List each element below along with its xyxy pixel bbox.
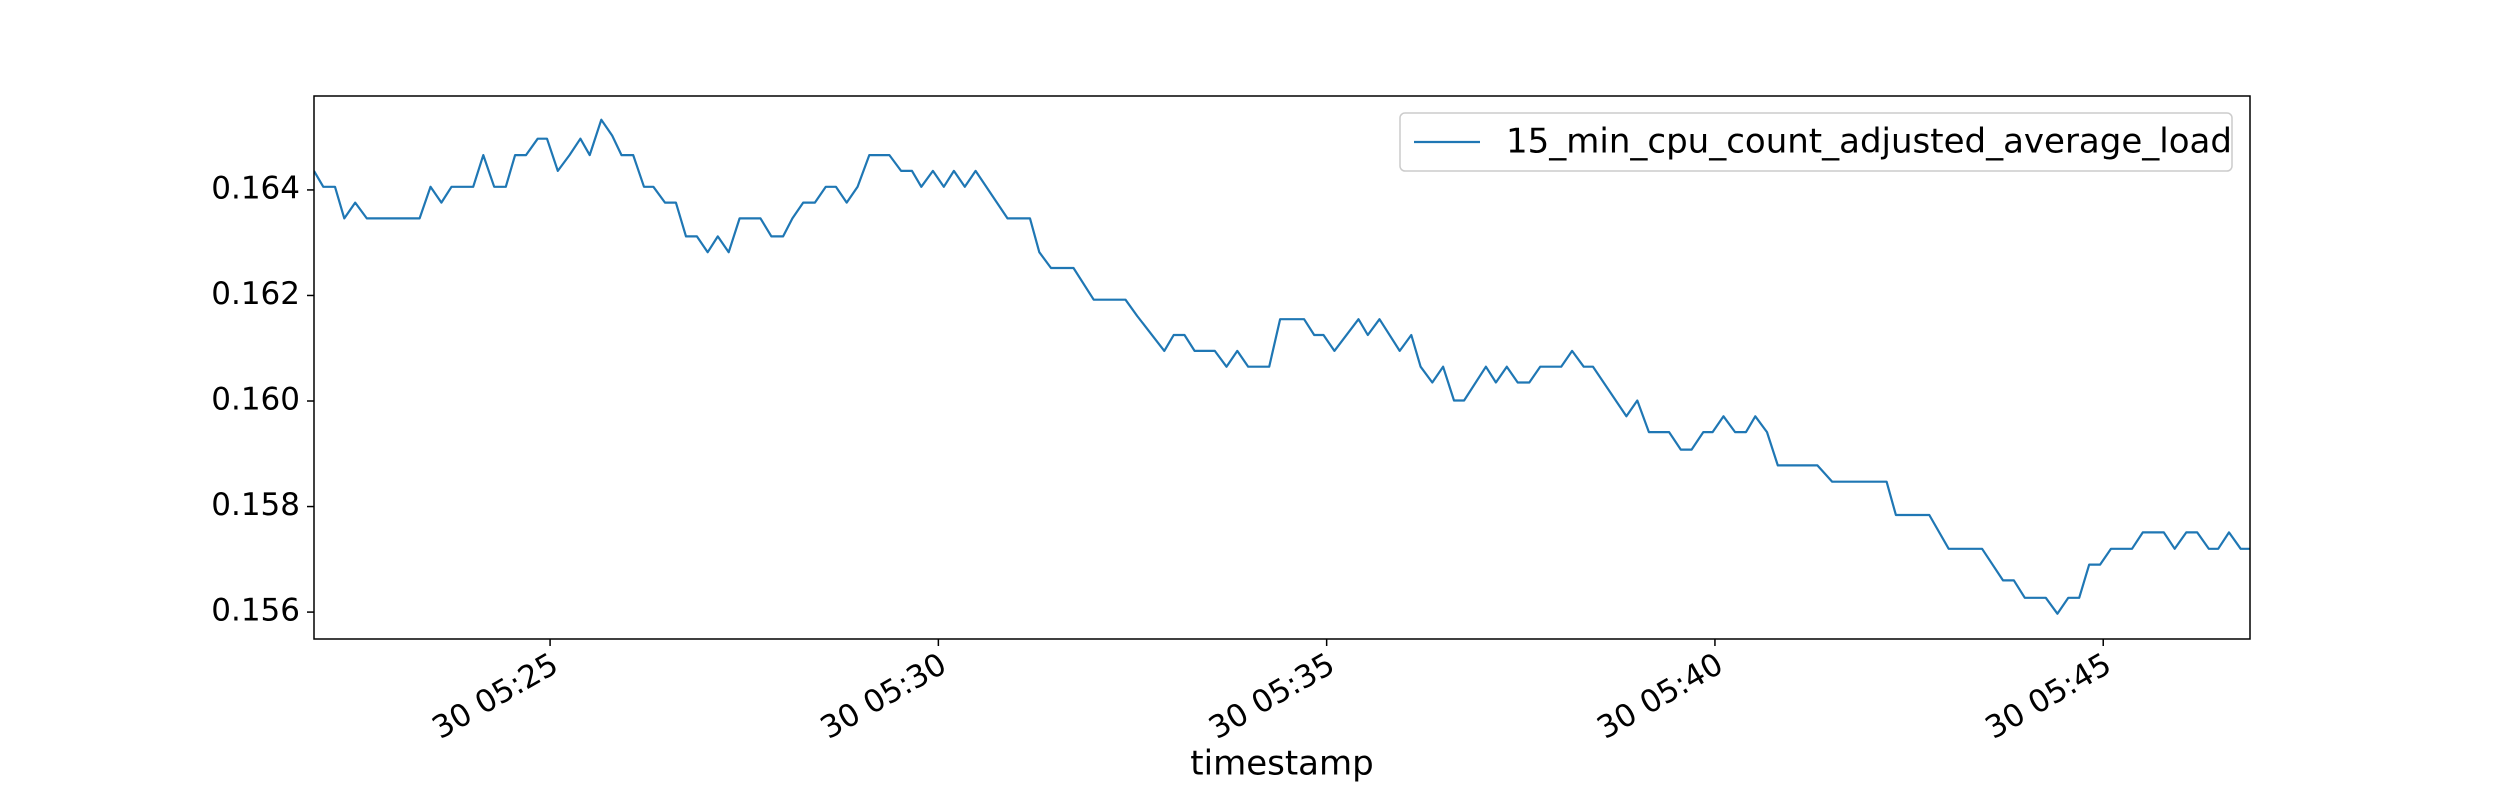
legend-box	[1399, 112, 2233, 172]
y-tick-label: 0.164	[211, 170, 300, 206]
legend-label: 15_min_cpu_count_adjusted_average_load	[1506, 122, 2232, 162]
series-line	[314, 118, 2250, 615]
x-tick-label: 30 05:45	[1979, 646, 2117, 746]
x-tick-label: 30 05:35	[1203, 646, 1341, 746]
y-tick-label: 0.162	[211, 276, 300, 312]
y-tick-label: 0.158	[211, 487, 300, 523]
plot-frame	[313, 95, 2251, 640]
x-axis-label: timestamp	[1190, 744, 1373, 784]
y-tick-label: 0.160	[211, 382, 300, 418]
x-tick-label: 30 05:25	[426, 646, 564, 746]
y-tick-label: 0.156	[211, 593, 300, 629]
x-tick-label: 30 05:30	[815, 646, 953, 746]
x-tick-label: 30 05:40	[1591, 646, 1729, 746]
